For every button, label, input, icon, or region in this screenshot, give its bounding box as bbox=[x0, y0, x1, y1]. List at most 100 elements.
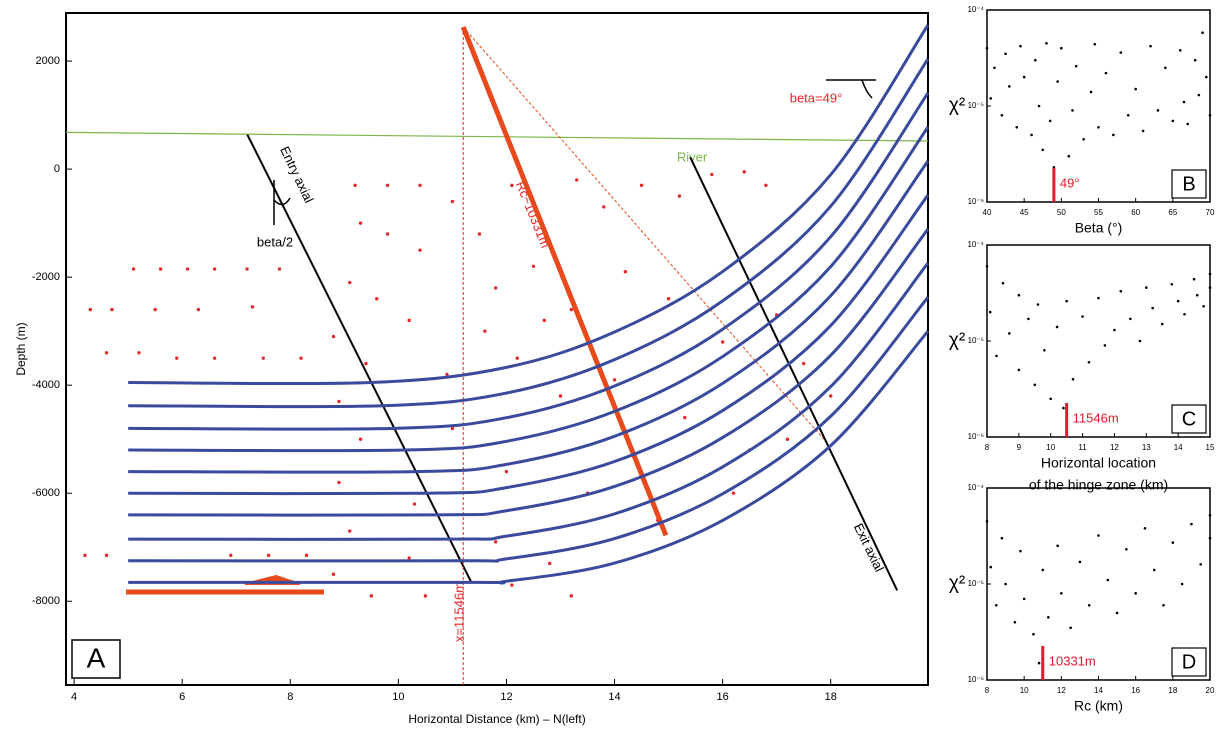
data-point bbox=[1004, 582, 1007, 586]
panel-letter-box bbox=[1171, 169, 1207, 199]
data-point bbox=[985, 519, 989, 523]
x-tick-label: 12 bbox=[1110, 443, 1119, 452]
data-point bbox=[1138, 339, 1142, 343]
data-point bbox=[742, 170, 746, 174]
data-point bbox=[418, 183, 422, 188]
data-point bbox=[1034, 58, 1037, 62]
data-point bbox=[785, 437, 790, 441]
fold-line bbox=[128, 92, 930, 431]
data-point bbox=[131, 267, 136, 271]
data-point bbox=[493, 540, 498, 544]
line-label: Entry axial bbox=[277, 144, 317, 205]
y-tick-label: 10⁻⁴ bbox=[967, 5, 984, 14]
data-point bbox=[1195, 293, 1199, 297]
data-point bbox=[1048, 119, 1052, 123]
data-point bbox=[504, 469, 509, 474]
data-point bbox=[1208, 272, 1212, 276]
data-point bbox=[1186, 122, 1189, 126]
data-point bbox=[1197, 93, 1201, 97]
x-tick-label: 8 bbox=[985, 686, 990, 695]
data-point bbox=[1144, 286, 1148, 289]
data-point bbox=[1052, 165, 1056, 169]
data-point bbox=[353, 183, 357, 188]
fold-line bbox=[128, 194, 930, 496]
data-point bbox=[989, 565, 993, 569]
data-point bbox=[1193, 58, 1197, 62]
x-tick-label: 12 bbox=[500, 691, 512, 703]
line-label: River bbox=[677, 149, 708, 164]
data-point bbox=[1067, 154, 1071, 158]
marker-label: 10331m bbox=[1049, 653, 1096, 668]
data-point bbox=[104, 553, 109, 558]
data-point bbox=[358, 437, 363, 441]
data-point bbox=[358, 221, 363, 225]
data-point bbox=[1149, 44, 1152, 48]
data-point bbox=[423, 594, 428, 598]
data-point bbox=[261, 356, 265, 360]
panel-letter-box bbox=[71, 639, 121, 679]
data-point bbox=[988, 310, 992, 314]
data-point bbox=[993, 66, 996, 70]
data-point bbox=[212, 356, 217, 360]
data-point bbox=[304, 553, 309, 558]
data-point bbox=[1208, 114, 1212, 117]
data-point bbox=[1087, 603, 1091, 607]
data-point bbox=[623, 270, 628, 274]
data-point bbox=[1208, 536, 1212, 540]
data-point bbox=[1171, 119, 1175, 123]
x-tick-label: 50 bbox=[1057, 208, 1066, 217]
data-point bbox=[1097, 125, 1100, 129]
data-point bbox=[985, 46, 989, 50]
data-point bbox=[764, 183, 768, 188]
data-point bbox=[1041, 148, 1045, 152]
data-point bbox=[331, 572, 336, 576]
y-tick-label: 10⁻⁵ bbox=[968, 101, 984, 110]
data-point bbox=[1037, 661, 1041, 665]
data-point bbox=[337, 399, 341, 404]
y-tick-label: 10⁻⁶ bbox=[968, 197, 984, 206]
data-point bbox=[1017, 293, 1021, 297]
data-point bbox=[1001, 281, 1005, 285]
data-point bbox=[83, 553, 87, 558]
x-tick-label: 18 bbox=[825, 691, 837, 703]
data-point bbox=[531, 264, 536, 269]
x-tick-label: 16 bbox=[1131, 686, 1140, 695]
x-tick-label: 70 bbox=[1206, 208, 1215, 217]
data-point bbox=[1125, 547, 1128, 551]
y-tick-label: 0 bbox=[54, 163, 60, 175]
data-point bbox=[1164, 66, 1167, 70]
y-tick-label: 10⁻⁴ bbox=[967, 240, 984, 249]
data-point bbox=[801, 361, 806, 366]
data-point bbox=[1097, 296, 1100, 300]
y-tick-label: 10⁻⁶ bbox=[968, 432, 984, 441]
x-tick-label: 14 bbox=[1094, 686, 1103, 695]
data-point bbox=[1103, 344, 1107, 347]
data-point bbox=[1015, 125, 1019, 129]
data-point bbox=[137, 351, 141, 355]
data-point bbox=[1078, 560, 1082, 564]
x-tick-label: 45 bbox=[1020, 208, 1029, 217]
line-label: Exit axial bbox=[851, 521, 887, 574]
data-point bbox=[104, 351, 109, 355]
data-point bbox=[1074, 64, 1078, 68]
data-point bbox=[153, 307, 157, 312]
fold-line bbox=[128, 296, 930, 563]
x-tick-label: 65 bbox=[1168, 208, 1177, 217]
data-point bbox=[418, 248, 422, 252]
data-point bbox=[277, 267, 282, 271]
data-point bbox=[639, 183, 644, 188]
data-point bbox=[1049, 397, 1053, 401]
data-point bbox=[1089, 90, 1093, 94]
data-point bbox=[1162, 603, 1165, 607]
data-point bbox=[1060, 592, 1063, 595]
data-point bbox=[569, 594, 574, 598]
y-tick-label: -4000 bbox=[32, 379, 60, 391]
data-point bbox=[1201, 31, 1204, 35]
data-point bbox=[666, 297, 671, 301]
y-tick-label: 2000 bbox=[36, 55, 60, 67]
y-axis-label: χ² bbox=[949, 330, 965, 351]
data-point bbox=[995, 354, 998, 358]
reference-line bbox=[462, 26, 826, 441]
data-point bbox=[175, 356, 179, 360]
